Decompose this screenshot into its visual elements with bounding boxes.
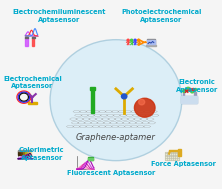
Circle shape — [194, 88, 197, 91]
Circle shape — [135, 98, 155, 117]
Circle shape — [121, 94, 127, 99]
Text: Colorimetric
Aptasensor: Colorimetric Aptasensor — [19, 147, 65, 161]
Text: Force Aptasensor: Force Aptasensor — [151, 161, 216, 167]
Bar — [25, 151, 26, 155]
Circle shape — [131, 39, 133, 41]
Bar — [23, 151, 24, 155]
Bar — [178, 149, 181, 156]
Circle shape — [182, 89, 186, 92]
Bar — [147, 40, 155, 44]
Bar — [181, 96, 197, 103]
Bar — [25, 37, 28, 38]
Bar — [182, 92, 184, 96]
Bar — [181, 96, 197, 103]
Bar — [18, 150, 20, 151]
Bar — [147, 39, 155, 45]
Bar — [20, 150, 22, 151]
Circle shape — [50, 40, 182, 161]
Bar — [18, 151, 20, 155]
Circle shape — [192, 88, 194, 91]
Circle shape — [139, 99, 145, 105]
Bar — [25, 150, 27, 151]
Bar — [88, 157, 93, 160]
Text: Photoelectrochemical
Aptasensor: Photoelectrochemical Aptasensor — [121, 9, 201, 23]
Bar — [20, 151, 22, 155]
Bar — [146, 45, 156, 46]
Circle shape — [189, 88, 192, 91]
Bar — [169, 150, 180, 151]
Bar — [29, 151, 31, 155]
Bar — [165, 152, 179, 160]
Bar — [32, 37, 34, 46]
Circle shape — [190, 90, 194, 93]
Text: Fluorescent Aptasensor: Fluorescent Aptasensor — [67, 170, 155, 176]
Bar — [194, 92, 196, 96]
Circle shape — [138, 39, 140, 41]
Bar — [27, 151, 29, 155]
Text: Electronic
Aptasensor: Electronic Aptasensor — [176, 79, 218, 93]
Bar — [88, 157, 93, 160]
Bar — [27, 150, 29, 151]
Circle shape — [127, 39, 129, 41]
Text: Electrochemical
Aptasensor: Electrochemical Aptasensor — [3, 76, 62, 89]
Bar — [91, 89, 94, 113]
Bar — [90, 87, 95, 90]
Circle shape — [186, 87, 190, 91]
Circle shape — [134, 39, 136, 41]
Bar — [29, 150, 31, 151]
Bar — [32, 37, 35, 38]
Text: Electrochemiluminescent
Aptasensor: Electrochemiluminescent Aptasensor — [13, 9, 106, 23]
Bar — [22, 150, 24, 151]
Bar — [25, 37, 28, 46]
Bar — [28, 102, 37, 104]
Text: Graphene-aptamer: Graphene-aptamer — [76, 133, 156, 142]
